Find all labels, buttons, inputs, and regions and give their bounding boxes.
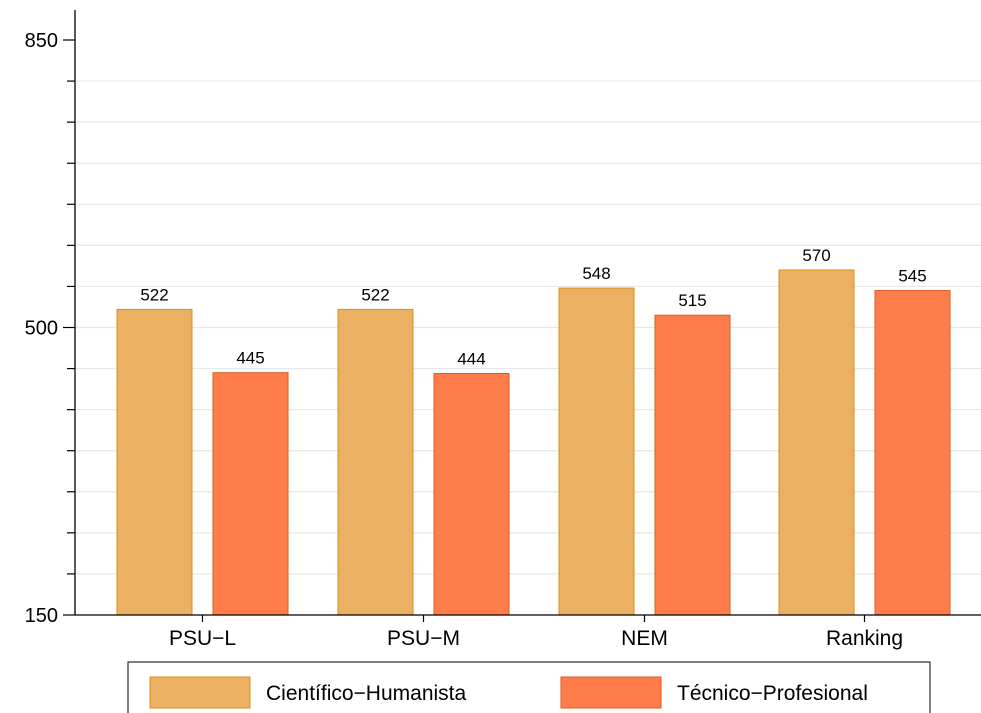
bar-cientifico-humanista	[337, 308, 414, 616]
y-tick-label: 500	[25, 318, 58, 340]
legend-label: Técnico−Profesional	[677, 682, 868, 705]
x-tick-label: NEM	[621, 627, 668, 650]
x-axis-labels: PSU−L PSU−M NEM Ranking	[169, 615, 903, 650]
legend-swatch	[149, 676, 251, 709]
legend: Científico−Humanista Técnico−Profesional	[127, 661, 931, 713]
bar-cientifico-humanista	[558, 287, 635, 616]
data-label: 445	[236, 349, 264, 368]
bar-tecnico-profesional	[654, 314, 731, 616]
y-axis-ticks: 150 500 850	[25, 30, 75, 627]
data-label: 570	[802, 246, 830, 265]
bar-tecnico-profesional	[874, 290, 951, 616]
x-tick-label: Ranking	[826, 627, 903, 650]
y-tick-label: 150	[25, 605, 58, 627]
legend-swatch	[560, 676, 662, 709]
x-tick-label: PSU−L	[169, 627, 236, 650]
y-tick-label: 850	[25, 30, 58, 52]
data-label: 548	[582, 264, 610, 283]
bar-tecnico-profesional	[212, 372, 289, 616]
data-label: 522	[140, 285, 168, 304]
legend-label: Científico−Humanista	[266, 682, 466, 705]
data-label: 444	[457, 350, 485, 369]
legend-border	[127, 661, 931, 713]
x-tick-label: PSU−M	[387, 627, 460, 650]
data-label: 545	[898, 267, 926, 286]
data-label: 515	[678, 291, 706, 310]
data-labels: 522 445 522 444 548 515 570 545	[140, 246, 926, 369]
data-label: 522	[361, 285, 389, 304]
bar-cientifico-humanista	[116, 308, 193, 616]
bar-tecnico-profesional	[433, 373, 510, 616]
bar-cientifico-humanista	[778, 269, 855, 616]
bars	[116, 269, 951, 616]
